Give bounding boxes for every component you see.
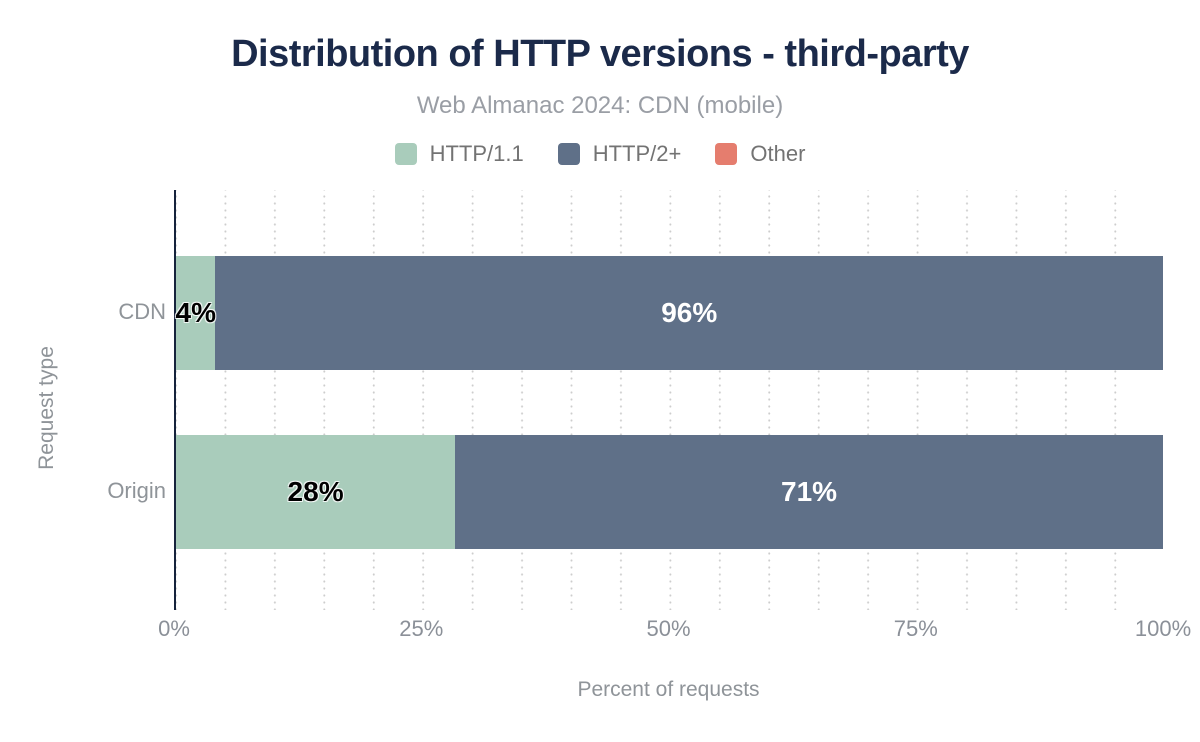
x-tick-100: 100% xyxy=(1134,616,1192,641)
bar-segment-origin-http2[interactable]: 71% xyxy=(455,435,1163,549)
category-label-cdn: CDN xyxy=(118,299,166,324)
y-axis-title: Request type xyxy=(35,346,58,470)
x-tick-0: 0% xyxy=(158,616,190,641)
legend-label-http11: HTTP/1.1 xyxy=(429,141,524,166)
chart-subtitle: Web Almanac 2024: CDN (mobile) xyxy=(416,92,784,119)
bar-label-cdn-http11: 4% xyxy=(175,297,216,328)
plot-area: 4% 96% 28% 71% xyxy=(174,190,1163,610)
bar-segment-cdn-http2[interactable]: 96% xyxy=(215,256,1163,370)
legend-item-http2[interactable]: HTTP/2+ xyxy=(557,141,682,167)
x-tick-75: 75% xyxy=(893,616,938,641)
legend: HTTP/1.1 HTTP/2+ Other xyxy=(0,141,1200,167)
category-label-origin: Origin xyxy=(107,478,166,503)
bar-segment-origin-http11[interactable]: 28% xyxy=(176,435,456,549)
x-tick-50: 50% xyxy=(646,616,691,641)
legend-swatch-http2-icon xyxy=(557,143,580,165)
x-axis-ticks: 0% 25% 50% 75% 100% xyxy=(158,616,1191,646)
bar-row-cdn: 4% 96% xyxy=(176,256,1163,370)
bar-label-origin-http11: 28% xyxy=(287,476,344,507)
bar-label-cdn-http2: 96% xyxy=(661,297,718,328)
legend-label-other: Other xyxy=(750,141,806,166)
legend-swatch-other-icon xyxy=(715,143,738,165)
bar-segment-cdn-http11[interactable]: 4% xyxy=(175,256,216,370)
x-axis-title: Percent of requests xyxy=(577,678,760,701)
legend-item-other[interactable]: Other xyxy=(715,141,805,167)
chart-title: Distribution of HTTP versions - third-pa… xyxy=(231,33,969,75)
legend-item-http11[interactable]: HTTP/1.1 xyxy=(394,141,524,167)
x-tick-25: 25% xyxy=(399,616,444,641)
bar-label-origin-http2: 71% xyxy=(781,476,838,507)
bar-row-origin: 28% 71% xyxy=(176,435,1163,549)
legend-swatch-http11-icon xyxy=(394,143,417,165)
legend-label-http2: HTTP/2+ xyxy=(592,141,682,166)
